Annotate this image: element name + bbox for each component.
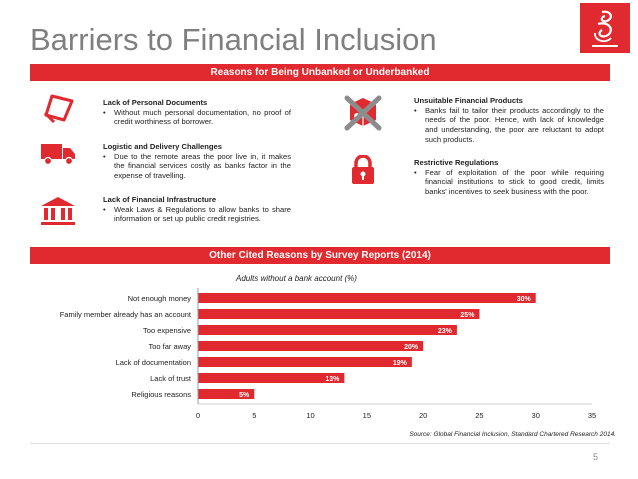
section-header-survey: Other Cited Reasons by Survey Reports (2… [30,247,610,264]
data-label: 20% [404,344,419,351]
x-tick-label: 20 [419,411,427,420]
x-tick-label: 15 [363,411,371,420]
barrier-description: Due to the remote areas the poor live in… [114,151,291,181]
crossed-product-icon [343,94,383,137]
barrier-heading: Lack of Financial Infrastructure [103,195,217,204]
barrier-logistics: Logistic and Delivery Challenges • Due to… [103,142,291,181]
barrier-description: Weak Laws & Regulations to allow banks t… [114,204,291,224]
data-label: 25% [460,312,475,319]
data-label: 13% [325,376,340,383]
source-note: Source: Global Financial Inclusion, Stan… [409,431,616,438]
barrier-restrictive-regulations: Restrictive Regulations • Fear of exploit… [414,158,604,197]
section-header-unbanked: Reasons for Being Unbanked or Underbanke… [30,64,610,81]
category-label: Lack of trust [150,374,192,383]
data-labels: 30% 25% 23% 20% 19% 13% 5% [239,296,531,399]
x-tick-label: 10 [306,411,314,420]
category-label: Religious reasons [131,390,191,399]
barrier-heading: Restrictive Regulations [414,158,499,167]
footer-divider [30,443,610,444]
x-tick-label: 0 [196,411,200,420]
bar [198,341,424,351]
bar [198,389,255,399]
barrier-description: Fear of exploitation of the poor while r… [425,167,604,197]
data-label: 23% [438,328,453,335]
barrier-description: Banks fail to tailor their products acco… [425,105,604,144]
bar [198,373,345,383]
category-label: Too far away [148,342,191,351]
bar [198,309,480,319]
barrier-unsuitable-products: Unsuitable Financial Products • Banks fai… [414,96,604,144]
x-tick-label: 5 [252,411,256,420]
barrier-heading: Unsuitable Financial Products [414,96,523,105]
bar [198,357,412,367]
bar [198,325,457,335]
data-label: 5% [239,392,250,399]
barrier-heading: Lack of Personal Documents [103,98,208,107]
category-label: Lack of documentation [116,358,191,367]
barrier-infrastructure: Lack of Financial Infrastructure • Weak L… [103,195,291,224]
category-labels: Not enough money Family member already ha… [60,294,192,399]
chart-title: Adults without a bank account (%) [236,274,357,283]
category-label: Too expensive [143,326,191,335]
bar [198,293,536,303]
page-number: 5 [593,452,599,462]
bars [198,293,536,399]
x-tick-label: 35 [588,411,596,420]
data-label: 30% [517,296,532,303]
company-logo [580,3,630,53]
category-label: Family member already has an account [60,310,192,319]
x-tick-label: 25 [475,411,483,420]
barrier-heading: Logistic and Delivery Challenges [103,142,223,151]
bank-icon [40,196,76,231]
padlock-icon [351,154,375,190]
document-icon [42,93,76,128]
x-tick-labels: 0 5 10 15 20 25 30 35 [196,411,596,420]
slide-title: Barriers to Financial Inclusion [30,22,437,57]
barrier-description: Without much personal documentation, no … [114,107,291,127]
data-label: 19% [393,360,408,367]
x-tick-label: 30 [532,411,540,420]
category-label: Not enough money [128,294,192,303]
truck-icon [40,142,76,171]
barrier-personal-documents: Lack of Personal Documents • Without much… [103,98,291,127]
